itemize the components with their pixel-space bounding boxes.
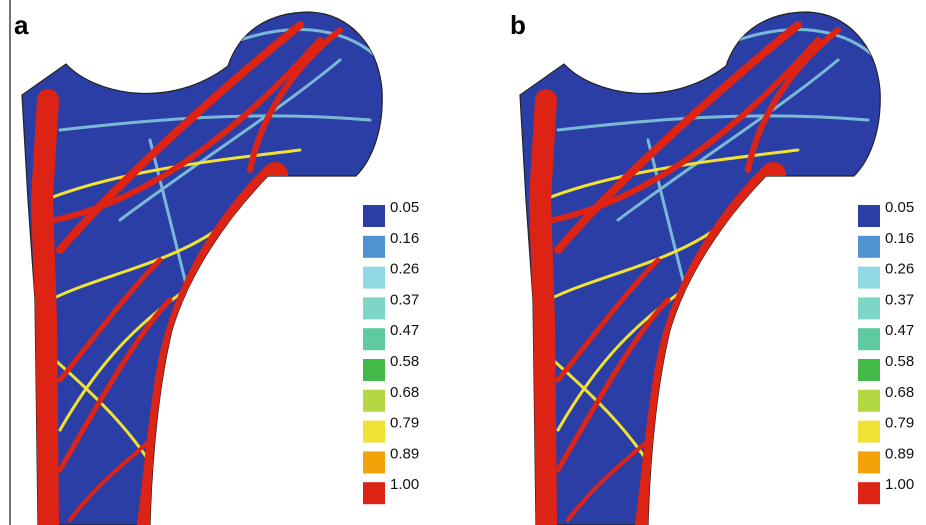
figure: a b 0.05 0.16 0.26 0.37 0.47 0.58 0.68 0.79 0.89… [0, 0, 926, 525]
legend-label: 0.16 [390, 230, 419, 247]
legend-swatch [858, 236, 880, 258]
legend-swatch [363, 267, 385, 289]
legend-label: 0.89 [390, 445, 419, 462]
legend-swatch [363, 390, 385, 412]
panel-label: b [510, 10, 526, 40]
legend-label: 0.89 [885, 445, 914, 462]
legend-label: 0.37 [390, 291, 419, 308]
legend-swatch [858, 390, 880, 412]
legend-swatch [363, 205, 385, 227]
legend-label: 0.16 [885, 230, 914, 247]
legend-swatch [858, 297, 880, 319]
legend-swatch [858, 328, 880, 350]
legend-swatch [363, 421, 385, 443]
legend-label: 0.79 [390, 415, 419, 432]
legend-swatch [858, 451, 880, 473]
legend-swatch [858, 482, 880, 504]
legend-swatch [363, 359, 385, 381]
legend-swatch [858, 267, 880, 289]
legend-label: 0.68 [885, 384, 914, 401]
legend-swatch [363, 482, 385, 504]
legend-swatch [363, 451, 385, 473]
legend-label: 0.58 [390, 353, 419, 370]
legend-label: 1.00 [390, 476, 419, 493]
legend-label: 1.00 [885, 476, 914, 493]
legend-swatch [363, 297, 385, 319]
panel-label: a [14, 10, 29, 40]
legend-swatch [858, 421, 880, 443]
legend-label: 0.47 [390, 322, 419, 339]
legend-label: 0.05 [885, 199, 914, 216]
femur-b [520, 12, 880, 525]
legend-label: 0.26 [390, 261, 419, 278]
legend-swatch [858, 359, 880, 381]
legend-swatch [363, 328, 385, 350]
legend-label: 0.05 [390, 199, 419, 216]
legend-label: 0.58 [885, 353, 914, 370]
legend-label: 0.79 [885, 415, 914, 432]
legend-swatch [858, 205, 880, 227]
legend-label: 0.26 [885, 261, 914, 278]
legend-swatch [363, 236, 385, 258]
legend-label: 0.37 [885, 291, 914, 308]
page: a b 0.05 0.16 0.26 0.37 0.47 0.58 0.68 0.79 0.89… [0, 0, 926, 525]
legend-label: 0.47 [885, 322, 914, 339]
femur-a [22, 12, 382, 525]
legend-label: 0.68 [390, 384, 419, 401]
